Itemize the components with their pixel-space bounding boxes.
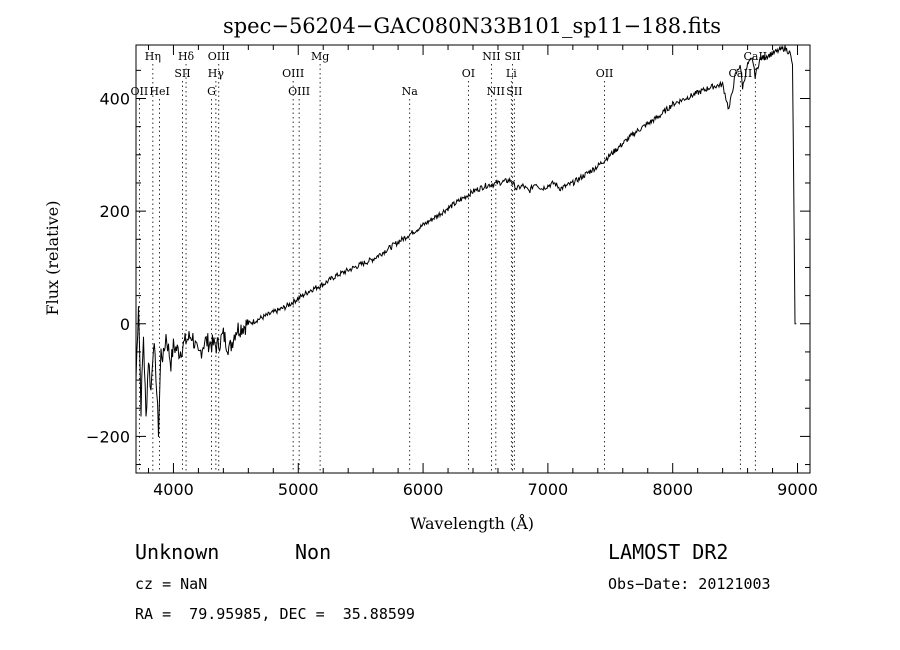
y-tick-label: 0 — [120, 315, 130, 334]
spectral-line-label: OII — [596, 67, 614, 80]
spectral-line-label: HeI — [149, 85, 169, 98]
x-tick-label: 8000 — [652, 480, 693, 499]
y-tick-label: −200 — [86, 427, 130, 446]
survey-label: LAMOST DR2 — [608, 540, 729, 564]
spectral-line-label: Na — [402, 85, 419, 98]
spectral-line-label: G — [207, 85, 216, 98]
spectral-line-label: SII — [504, 50, 520, 63]
obs-date-label: Obs−Date: 20121003 — [608, 575, 771, 593]
spectral-line-label: SII — [506, 85, 522, 98]
x-tick-label: 5000 — [278, 480, 319, 499]
spectral-line-label: Mg — [311, 50, 329, 63]
x-axis-label: Wavelength (Å) — [410, 513, 534, 533]
x-tick-label: 9000 — [777, 480, 818, 499]
spectral-line-label: NII — [487, 85, 505, 98]
spectrum-line — [135, 45, 797, 437]
spectral-line-label: SII — [174, 67, 190, 80]
plot-frame — [135, 44, 811, 474]
spectral-line-label: OIII — [208, 50, 230, 63]
spectral-line-label: Hδ — [178, 50, 195, 63]
object-subclass: Non — [295, 540, 332, 564]
redshift-label: cz = NaN — [135, 575, 208, 593]
y-tick-label: 400 — [99, 90, 130, 109]
spectral-line-label: OI — [462, 67, 475, 80]
x-tick-label: 7000 — [528, 480, 569, 499]
x-tick-label: 4000 — [153, 480, 194, 499]
object-class: Unknown — [135, 540, 220, 564]
spectral-line-label: Hη — [145, 50, 161, 63]
x-tick-label: 6000 — [403, 480, 444, 499]
y-tick-label: 200 — [99, 202, 130, 221]
y-axis-label: Flux (relative) — [43, 201, 62, 316]
chart-title: spec−56204−GAC080N33B101_sp11−188.fits — [223, 14, 721, 38]
spectral-line-label: OIII — [282, 67, 304, 80]
spectral-line-label: Li — [506, 67, 517, 80]
coordinates-label: RA = 79.95985, DEC = 35.88599 — [135, 605, 415, 623]
spectral-line-label: OIII — [288, 85, 310, 98]
spectral-line-label: OII — [131, 85, 149, 98]
spectral-line-label: NII — [482, 50, 500, 63]
spectral-line-label: Hγ — [208, 67, 225, 80]
